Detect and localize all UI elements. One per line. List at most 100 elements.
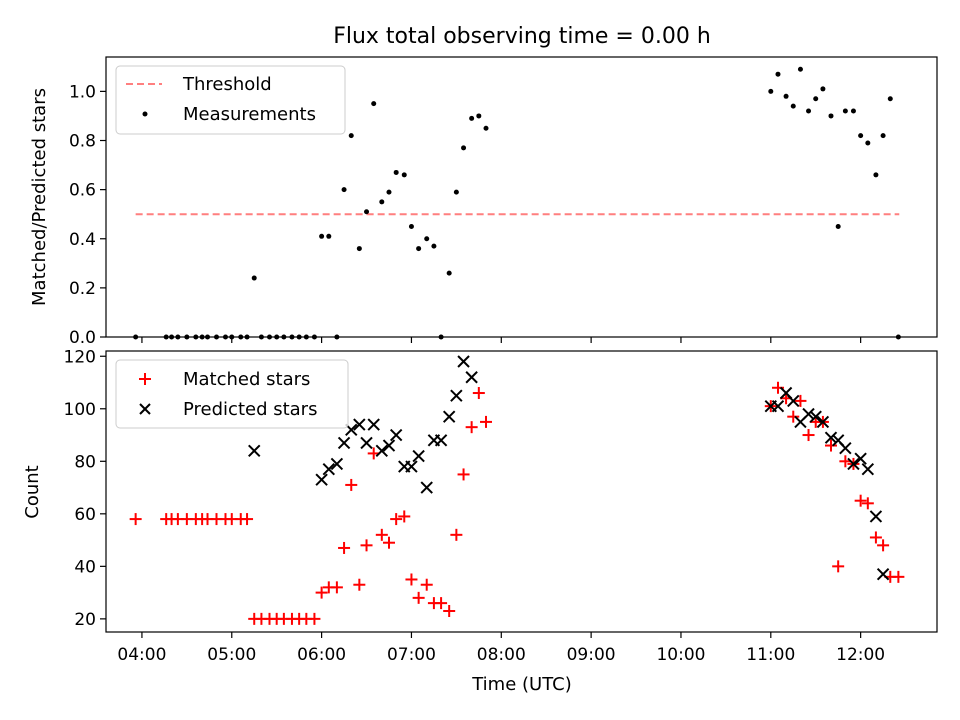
x-tick-label: 04:00 — [117, 645, 166, 665]
predicted-star-point — [382, 439, 396, 452]
matched-star-point — [315, 586, 328, 599]
panel-bottom: 04:00 05:00 06:00 07:00 08:00 09:00 10:00 11:00… — [22, 347, 938, 695]
matched-star-point — [308, 612, 321, 625]
matched-star-point — [861, 497, 874, 510]
panel-top: 0.0 0.2 0.4 0.6 0.8 1.0 Matched/Predicted sta… — [29, 56, 938, 348]
matched-star-point — [345, 478, 358, 491]
top-axes-frame — [105, 56, 938, 338]
bottom-y-tick-label: 80 — [74, 452, 96, 472]
top-legend: Threshold Measurements — [115, 65, 346, 135]
measurement-point — [783, 93, 789, 99]
predicted-star-point — [360, 436, 373, 450]
matched-star-point — [457, 468, 470, 481]
bottom-y-tick-label: 100 — [64, 400, 96, 420]
measurement-point — [806, 108, 812, 114]
legend-predicted-label: Predicted stars — [183, 399, 317, 420]
predicted-star-point — [330, 457, 344, 471]
legend-measurements-label: Measurements — [183, 104, 316, 125]
matched-star-point — [480, 415, 493, 428]
x-tick-label: 12:00 — [836, 645, 885, 665]
predicted-star-point — [353, 418, 366, 431]
measurement-point — [416, 246, 422, 252]
measurement-point — [326, 233, 332, 239]
measurement-point — [790, 103, 796, 109]
predicted-star-point — [802, 407, 815, 421]
bottom-y-ticks: 20 40 60 80 100 120 — [64, 347, 106, 630]
predicted-star-point — [839, 441, 852, 455]
measurement-point — [476, 113, 482, 119]
matched-star-point — [360, 539, 373, 552]
measurement-point — [813, 96, 819, 102]
x-tick-label: 05:00 — [207, 645, 256, 665]
top-y-axis-label: Matched/Predicted stars — [29, 88, 50, 306]
top-y-tick-label: 0.0 — [69, 328, 96, 348]
legend-matched-swatch — [139, 373, 151, 385]
figure-title: Flux total observing time = 0.00 h — [333, 24, 711, 49]
legend-predicted-swatch — [139, 403, 151, 415]
measurement-point — [820, 86, 826, 92]
predicted-star-point — [434, 434, 448, 447]
x-tick-label: 06:00 — [297, 645, 346, 665]
measurement-point — [865, 140, 871, 146]
matched-star-point — [794, 394, 807, 407]
measurement-point — [887, 96, 893, 102]
x-tick-label: 10:00 — [656, 645, 705, 665]
legend-threshold-label: Threshold — [182, 74, 272, 95]
predicted-star-point — [412, 449, 425, 463]
matched-star-point — [129, 513, 142, 526]
top-y-tick-label: 0.4 — [69, 230, 96, 250]
matched-star-point — [839, 455, 852, 468]
predicted-star-point — [457, 355, 470, 368]
measurement-point — [364, 209, 370, 215]
predicted-star-point — [816, 415, 830, 429]
predicted-star-point — [322, 462, 336, 476]
bottom-y-tick-label: 20 — [74, 610, 96, 630]
predicted-star-point — [824, 431, 838, 444]
measurement-point — [469, 115, 475, 121]
measurement-point — [842, 108, 848, 114]
x-tick-label: 09:00 — [567, 645, 616, 665]
measurement-point — [483, 125, 489, 131]
predicted-star-point — [315, 473, 328, 486]
matched-star-point — [241, 513, 254, 526]
top-y-tick-label: 0.2 — [69, 279, 96, 299]
measurement-point — [356, 246, 362, 252]
measurement-point — [401, 172, 407, 178]
matched-star-point — [420, 578, 433, 591]
measurement-point — [371, 101, 377, 107]
matched-star-point — [892, 570, 905, 583]
predicted-star-point — [420, 481, 433, 494]
measurement-point — [408, 223, 414, 229]
predicted-star-point — [337, 436, 351, 450]
predicted-star-point — [869, 510, 883, 523]
predicted-star-point — [442, 410, 456, 423]
predicted-star-point — [375, 444, 389, 458]
predicted-star-point — [847, 457, 860, 471]
bottom-y-tick-label: 60 — [74, 505, 96, 525]
top-y-tick-label: 0.8 — [69, 132, 96, 152]
measurement-point — [319, 233, 325, 239]
matched-star-point — [450, 528, 463, 541]
bottom-x-ticks: 04:00 05:00 06:00 07:00 08:00 09:00 10:00 11:00… — [117, 632, 885, 665]
matched-star-point — [472, 387, 485, 400]
matched-star-point — [832, 560, 845, 573]
top-marks — [133, 66, 901, 340]
matched-star-point — [367, 447, 380, 460]
predicted-star-point — [367, 418, 380, 431]
measurement-point — [461, 145, 467, 151]
top-x-ticks — [141, 337, 862, 343]
bottom-y-axis-label: Count — [22, 465, 43, 518]
measurement-point — [386, 189, 392, 195]
bottom-y-tick-label: 120 — [64, 347, 96, 367]
predicted-star-point — [861, 462, 875, 476]
matched-star-point — [443, 604, 456, 617]
bottom-legend: Matched stars Predicted stars — [115, 359, 349, 429]
matched-star-point — [353, 578, 366, 591]
predicted-star-point — [854, 452, 867, 465]
top-y-ticks: 0.0 0.2 0.4 0.6 0.8 1.0 — [69, 82, 106, 348]
top-y-tick-label: 1.0 — [69, 82, 96, 102]
measurement-point — [446, 270, 452, 276]
legend-measurements-swatch — [142, 111, 148, 117]
matched-star-point — [382, 536, 395, 549]
